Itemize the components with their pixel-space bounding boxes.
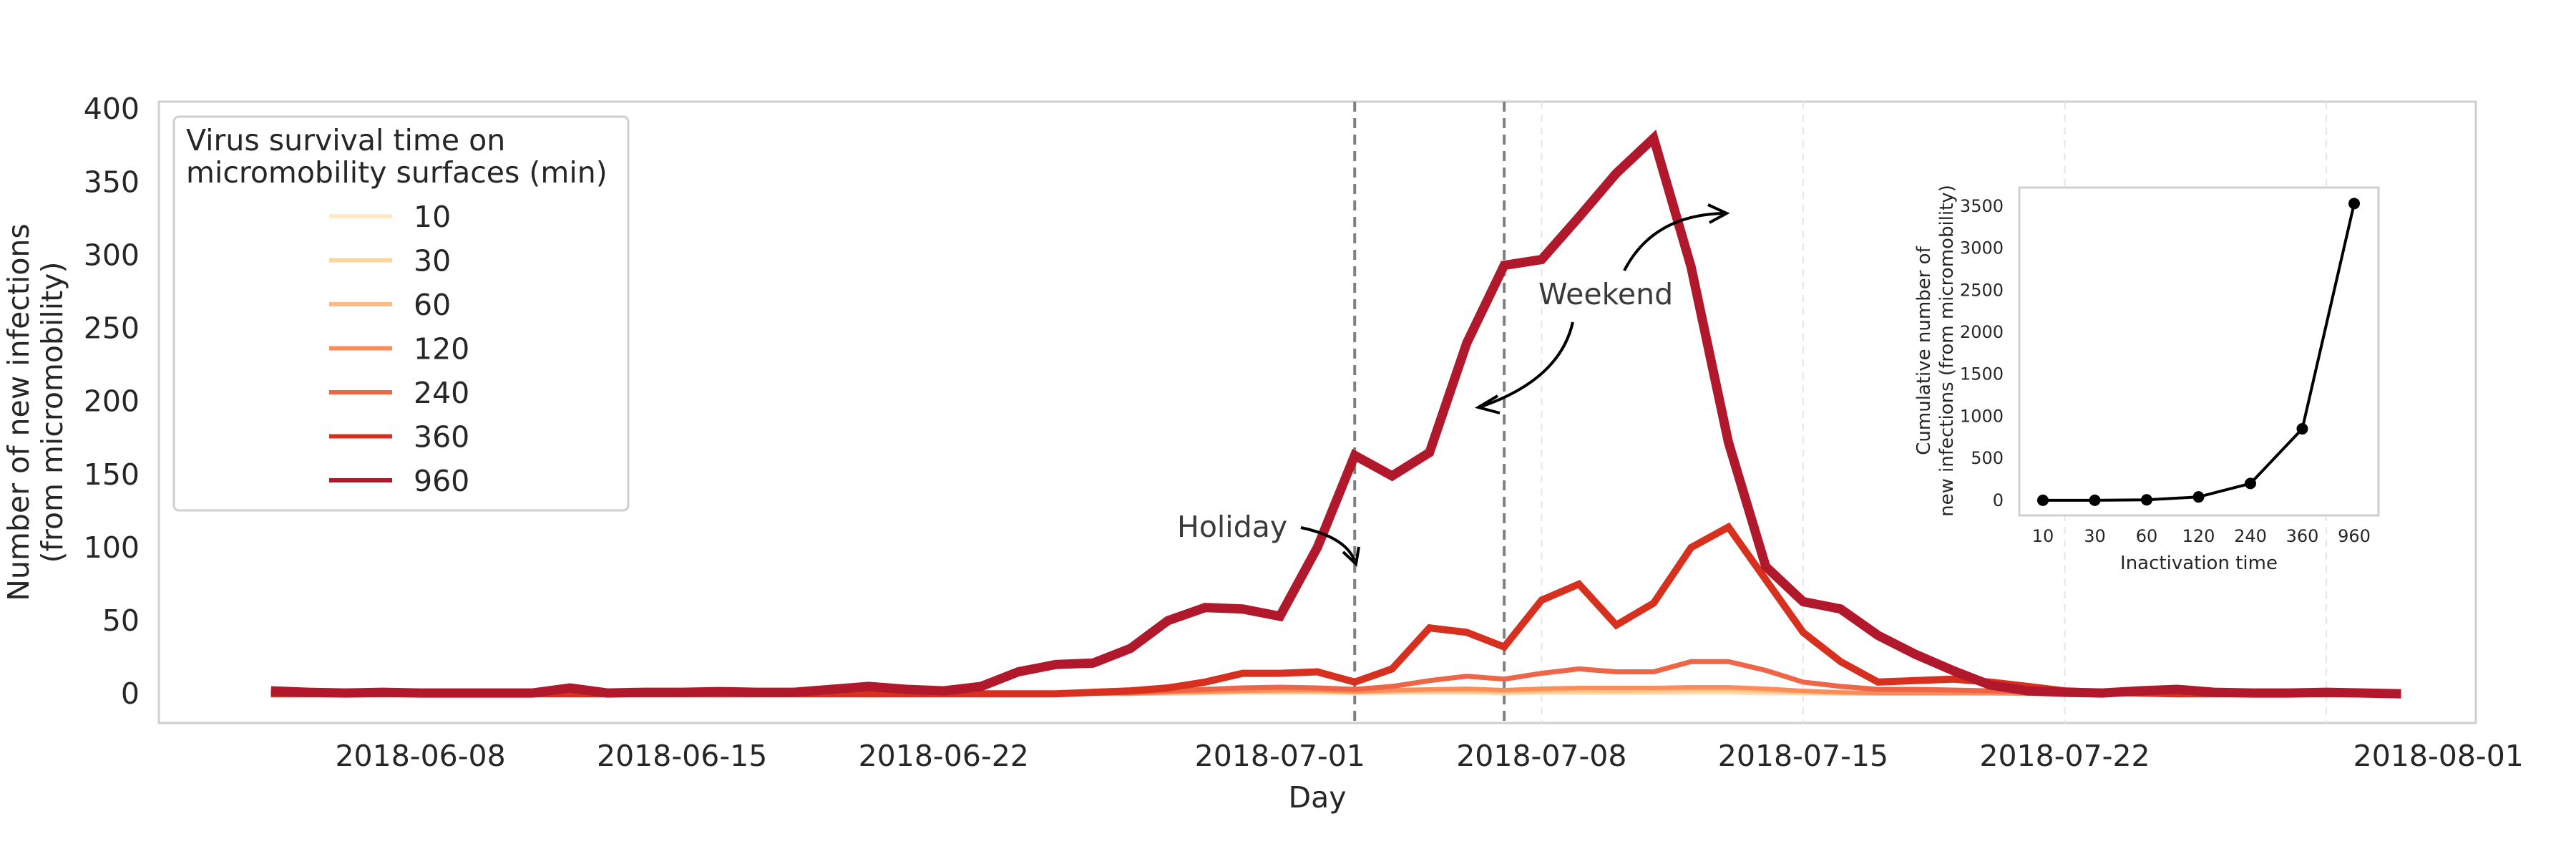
legend-title-line-2: micromobility surfaces (min) [186, 155, 608, 190]
y-tick-label: 300 [84, 238, 140, 272]
holiday-arrow-head [1342, 546, 1360, 568]
inset-point [2037, 494, 2049, 506]
y-tick-label: 400 [84, 92, 140, 126]
inset-x-tick-label: 120 [2182, 526, 2215, 546]
inset-y-axis-label-line-2: new infections (from micromobility) [1936, 185, 1958, 517]
y-axis-label: Number of new infections (from micromobi… [1, 223, 69, 601]
inset-y-tick-label: 3000 [1960, 238, 2004, 258]
inset-x-tick-label: 240 [2234, 526, 2267, 546]
annotations: Holiday Weekend [1177, 203, 1730, 568]
x-tick-label: 2018-06-08 [335, 739, 505, 773]
series-line-960 [270, 130, 2401, 699]
legend-title-line-1: Virus survival time on [186, 123, 505, 157]
inset-point [2245, 477, 2256, 490]
inset-y-axis-label: Cumulative number of new infections (fro… [1913, 185, 1958, 517]
x-tick-label: 2018-08-01 [2353, 739, 2524, 773]
x-axis-label: Day [1289, 780, 1347, 815]
legend-label-240: 240 [414, 376, 469, 410]
inset-y-tick-label: 3500 [1960, 196, 2004, 216]
holiday-annotation: Holiday [1177, 510, 1287, 544]
legend-frame [172, 115, 630, 512]
series-lines [270, 130, 2401, 699]
weekend-arrow-left-head [1474, 394, 1501, 414]
series-line-360 [270, 522, 2401, 698]
inset-point [2296, 423, 2308, 435]
y-tick-labels: 0 50 100 150 200 250 300 350 400 [84, 92, 140, 711]
legend-label-120: 120 [414, 332, 469, 367]
legend-label-60: 60 [414, 288, 451, 322]
weekend-arrow-left [1480, 321, 1574, 408]
inset-x-tick-label: 360 [2286, 526, 2319, 546]
inset-y-tick-labels: 0 500 1000 1500 2000 2500 3000 3500 [1960, 196, 2004, 510]
y-axis-label-line-2: (from micromobility) [35, 262, 69, 563]
inset-point [2141, 494, 2152, 506]
inset-x-tick-label: 30 [2084, 526, 2106, 546]
legend-label-360: 360 [414, 420, 469, 455]
inset-y-tick-label: 0 [1993, 490, 2004, 510]
inset-y-tick-label: 1500 [1960, 364, 2004, 384]
x-tick-label: 2018-06-22 [859, 739, 1029, 773]
y-tick-label: 0 [121, 676, 140, 711]
x-tick-label: 2018-07-08 [1456, 739, 1626, 773]
y-tick-label: 50 [102, 603, 140, 638]
y-tick-label: 350 [84, 165, 140, 199]
legend-label-30: 30 [414, 244, 451, 278]
weekend-arrow-right [1623, 212, 1725, 271]
inset-x-tick-labels: 10 30 60 120 240 360 960 [2032, 526, 2371, 546]
y-tick-label: 150 [84, 457, 140, 492]
holiday-arrow [1300, 526, 1356, 561]
inset-y-tick-label: 2000 [1960, 322, 2004, 342]
legend: Virus survival time on micromobility sur… [172, 115, 630, 512]
inset-point [2192, 491, 2205, 503]
x-tick-labels: 2018-06-08 2018-06-15 2018-06-22 2018-07-01… [335, 739, 2523, 773]
inset-y-tick-label: 2500 [1960, 280, 2004, 300]
holiday-lines [1353, 102, 1506, 723]
x-tick-label: 2018-07-01 [1195, 739, 1365, 773]
inset-y-tick-label: 500 [1971, 448, 2004, 468]
legend-items: 10 30 60 120 240 360 960 [329, 200, 469, 498]
inset-point [2089, 494, 2101, 506]
legend-label-10: 10 [414, 200, 451, 234]
inset-x-axis-label: Inactivation time [2120, 553, 2278, 574]
inset-point [2348, 198, 2360, 210]
weekend-annotation: Weekend [1538, 277, 1673, 311]
inset-series [2037, 198, 2360, 506]
x-tick-label: 2018-07-22 [1979, 739, 2150, 773]
legend-label-960: 960 [414, 464, 469, 498]
x-tick-label: 2018-07-15 [1718, 739, 1888, 773]
inset-x-tick-label: 10 [2032, 526, 2054, 546]
inset-x-tick-label: 960 [2338, 526, 2371, 546]
inset-y-axis-label-line-1: Cumulative number of [1913, 246, 1935, 455]
y-tick-label: 250 [84, 311, 140, 346]
weekend-arrow-right-head [1707, 203, 1730, 224]
inset-plot-frame [2018, 186, 2380, 517]
y-tick-label: 200 [84, 384, 140, 419]
inset-axes: 0 500 1000 1500 2000 2500 3000 3500 10 30 60 120 24… [1913, 185, 2380, 574]
x-tick-label: 2018-06-15 [597, 739, 767, 773]
y-tick-label: 100 [84, 530, 140, 565]
main-plot-frame [157, 100, 2477, 724]
inset-y-tick-label: 1000 [1960, 406, 2004, 426]
y-axis-label-line-1: Number of new infections [1, 223, 36, 601]
inset-x-tick-label: 60 [2136, 526, 2158, 546]
